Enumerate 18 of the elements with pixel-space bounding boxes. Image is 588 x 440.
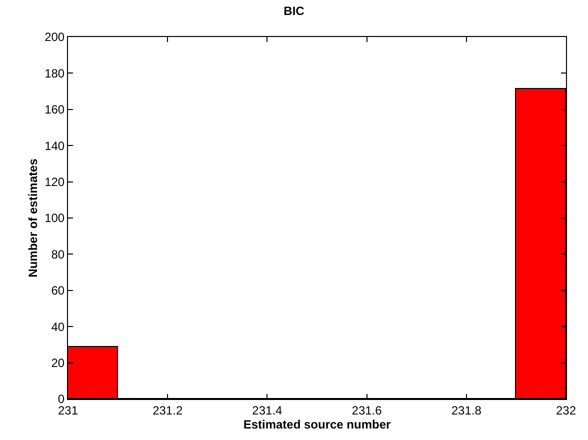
x-tick-label: 231.6 <box>352 403 382 418</box>
y-axis-title: Number of estimates <box>26 158 40 278</box>
y-tick-label: 80 <box>51 247 65 262</box>
chart-title: BIC <box>284 4 305 18</box>
y-tick-label: 40 <box>51 320 65 334</box>
x-tick-label: 231.4 <box>252 403 283 418</box>
y-tick-label: 100 <box>44 211 65 226</box>
y-tick-label: 200 <box>44 30 65 44</box>
y-tick-label: 120 <box>44 175 65 189</box>
x-tick-label: 231.2 <box>152 403 183 418</box>
y-tick-label: 60 <box>51 284 65 298</box>
x-tick-label: 232 <box>556 403 576 418</box>
y-tick-label: 180 <box>44 66 65 80</box>
x-tick-label: 231.8 <box>451 403 482 418</box>
x-axis-title: Estimated source number <box>243 417 392 432</box>
y-tick-label: 140 <box>44 138 65 153</box>
y-tick-label: 160 <box>44 102 65 117</box>
y-tick-label: 20 <box>51 356 65 370</box>
